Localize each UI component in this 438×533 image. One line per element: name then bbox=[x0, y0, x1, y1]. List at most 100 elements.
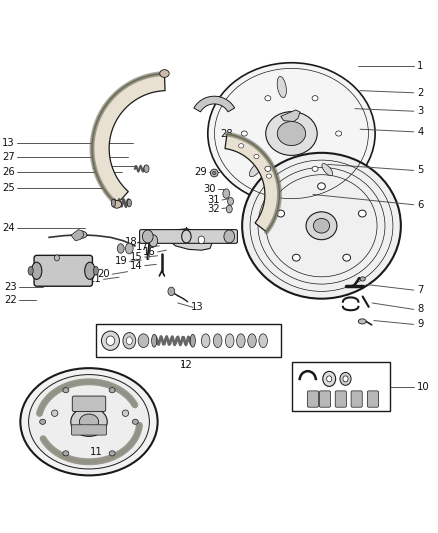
Ellipse shape bbox=[239, 144, 244, 148]
Ellipse shape bbox=[102, 331, 120, 350]
Text: 22: 22 bbox=[4, 295, 17, 305]
Ellipse shape bbox=[149, 235, 158, 247]
Ellipse shape bbox=[312, 95, 318, 101]
Ellipse shape bbox=[32, 262, 42, 279]
Ellipse shape bbox=[78, 231, 87, 238]
Polygon shape bbox=[169, 229, 212, 250]
Ellipse shape bbox=[63, 387, 69, 393]
Ellipse shape bbox=[213, 334, 222, 348]
Ellipse shape bbox=[152, 334, 157, 347]
Ellipse shape bbox=[40, 419, 46, 424]
Text: 20: 20 bbox=[97, 269, 110, 279]
Ellipse shape bbox=[28, 375, 149, 469]
Text: 13: 13 bbox=[191, 302, 203, 312]
Ellipse shape bbox=[111, 199, 116, 207]
Text: 27: 27 bbox=[2, 152, 15, 162]
Ellipse shape bbox=[109, 387, 115, 393]
Text: 1: 1 bbox=[417, 61, 424, 71]
Polygon shape bbox=[92, 74, 165, 204]
Text: 10: 10 bbox=[417, 382, 430, 392]
Polygon shape bbox=[225, 134, 279, 232]
Ellipse shape bbox=[226, 334, 234, 348]
Ellipse shape bbox=[122, 410, 129, 416]
Ellipse shape bbox=[198, 236, 205, 244]
Ellipse shape bbox=[127, 199, 131, 207]
Ellipse shape bbox=[54, 255, 60, 261]
Ellipse shape bbox=[93, 266, 99, 275]
Ellipse shape bbox=[223, 189, 230, 198]
Polygon shape bbox=[71, 230, 84, 241]
Ellipse shape bbox=[266, 111, 317, 156]
Text: 8: 8 bbox=[417, 304, 424, 314]
Polygon shape bbox=[194, 96, 235, 112]
Ellipse shape bbox=[125, 243, 133, 254]
Ellipse shape bbox=[266, 174, 272, 178]
Ellipse shape bbox=[241, 131, 247, 136]
Ellipse shape bbox=[138, 334, 149, 348]
Ellipse shape bbox=[228, 197, 233, 205]
Text: 15: 15 bbox=[130, 252, 143, 262]
Ellipse shape bbox=[109, 451, 115, 456]
Ellipse shape bbox=[248, 334, 256, 348]
Ellipse shape bbox=[117, 244, 124, 253]
Ellipse shape bbox=[106, 336, 115, 345]
Text: 23: 23 bbox=[4, 282, 17, 292]
Ellipse shape bbox=[312, 166, 318, 172]
Ellipse shape bbox=[168, 287, 175, 296]
Text: 28: 28 bbox=[220, 130, 233, 140]
Ellipse shape bbox=[71, 407, 107, 437]
Ellipse shape bbox=[112, 200, 122, 208]
Ellipse shape bbox=[259, 334, 268, 348]
Ellipse shape bbox=[79, 414, 99, 430]
FancyBboxPatch shape bbox=[71, 425, 106, 435]
Text: 31: 31 bbox=[207, 195, 220, 205]
Text: 11: 11 bbox=[90, 447, 102, 457]
Ellipse shape bbox=[343, 254, 350, 261]
Text: 25: 25 bbox=[2, 183, 15, 193]
Ellipse shape bbox=[212, 171, 216, 175]
Ellipse shape bbox=[336, 131, 342, 136]
Ellipse shape bbox=[277, 122, 306, 146]
Ellipse shape bbox=[322, 164, 333, 176]
Text: 6: 6 bbox=[417, 200, 424, 209]
Ellipse shape bbox=[160, 70, 169, 77]
Text: 16: 16 bbox=[143, 247, 155, 257]
Ellipse shape bbox=[144, 165, 149, 173]
FancyBboxPatch shape bbox=[335, 391, 346, 407]
Ellipse shape bbox=[265, 95, 271, 101]
Ellipse shape bbox=[265, 166, 271, 172]
Text: 4: 4 bbox=[417, 127, 424, 137]
Text: 9: 9 bbox=[417, 319, 424, 329]
Ellipse shape bbox=[126, 337, 132, 344]
Text: 29: 29 bbox=[194, 167, 207, 177]
FancyBboxPatch shape bbox=[140, 230, 237, 244]
Text: 7: 7 bbox=[417, 285, 424, 295]
Ellipse shape bbox=[142, 230, 153, 243]
Ellipse shape bbox=[318, 183, 325, 190]
Polygon shape bbox=[281, 110, 300, 122]
Text: 2: 2 bbox=[417, 88, 424, 98]
Ellipse shape bbox=[28, 266, 33, 275]
Ellipse shape bbox=[85, 262, 95, 279]
FancyBboxPatch shape bbox=[34, 255, 92, 286]
Ellipse shape bbox=[224, 230, 235, 243]
FancyBboxPatch shape bbox=[307, 391, 318, 407]
FancyBboxPatch shape bbox=[367, 391, 378, 407]
Ellipse shape bbox=[358, 319, 366, 324]
Ellipse shape bbox=[293, 254, 300, 261]
Text: 21: 21 bbox=[88, 274, 102, 285]
Ellipse shape bbox=[323, 372, 336, 386]
Ellipse shape bbox=[343, 376, 348, 382]
Ellipse shape bbox=[313, 219, 330, 233]
Ellipse shape bbox=[201, 334, 210, 348]
Ellipse shape bbox=[358, 210, 366, 217]
Text: 14: 14 bbox=[130, 261, 143, 271]
Ellipse shape bbox=[306, 212, 337, 240]
Text: 17: 17 bbox=[136, 242, 148, 252]
Ellipse shape bbox=[277, 76, 286, 98]
FancyBboxPatch shape bbox=[351, 391, 362, 407]
Text: 5: 5 bbox=[417, 165, 424, 175]
Ellipse shape bbox=[190, 334, 195, 347]
Text: 19: 19 bbox=[114, 256, 127, 266]
Text: 24: 24 bbox=[2, 223, 15, 233]
